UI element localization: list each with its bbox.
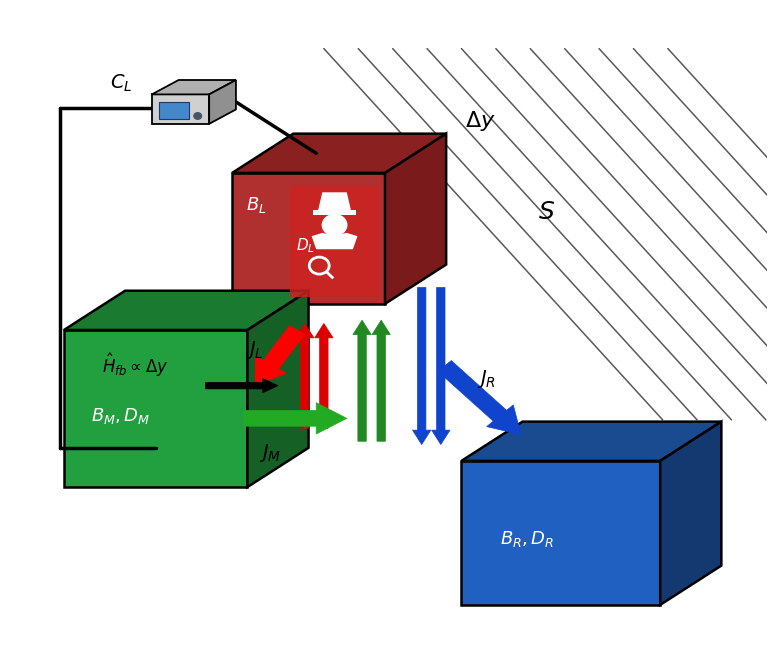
FancyArrow shape: [413, 288, 431, 445]
Polygon shape: [152, 80, 236, 94]
Text: $D_L$: $D_L$: [296, 236, 316, 255]
Text: $B_R, D_R$: $B_R, D_R$: [500, 529, 554, 549]
Polygon shape: [660, 422, 721, 605]
FancyArrow shape: [243, 403, 346, 434]
FancyArrow shape: [255, 326, 305, 385]
Polygon shape: [64, 291, 309, 330]
FancyArrow shape: [353, 320, 371, 442]
Polygon shape: [318, 192, 351, 212]
Polygon shape: [152, 94, 209, 124]
Text: $S$: $S$: [538, 201, 555, 224]
Polygon shape: [209, 80, 236, 124]
Polygon shape: [232, 134, 446, 173]
Text: $J_R$: $J_R$: [477, 368, 496, 389]
Polygon shape: [313, 210, 356, 214]
Text: $B_L$: $B_L$: [246, 195, 266, 214]
Text: $J_M$: $J_M$: [259, 442, 281, 463]
FancyArrow shape: [438, 360, 521, 435]
Polygon shape: [290, 186, 379, 297]
Text: $\Delta y$: $\Delta y$: [465, 109, 496, 133]
Text: $J_L$: $J_L$: [246, 339, 263, 361]
Polygon shape: [461, 422, 721, 461]
Polygon shape: [159, 102, 189, 119]
Polygon shape: [232, 173, 385, 304]
FancyArrow shape: [296, 323, 314, 428]
Text: $\hat{H}_{fb} \propto \Delta y$: $\hat{H}_{fb} \propto \Delta y$: [102, 351, 169, 379]
Polygon shape: [312, 233, 357, 249]
Polygon shape: [385, 134, 446, 304]
Polygon shape: [461, 461, 660, 605]
Text: $C_L$: $C_L$: [110, 73, 132, 94]
Circle shape: [194, 113, 202, 119]
FancyArrow shape: [315, 323, 333, 428]
Polygon shape: [64, 330, 247, 487]
Text: $B_M, D_M$: $B_M, D_M$: [91, 406, 150, 426]
FancyArrow shape: [372, 320, 390, 442]
FancyArrow shape: [432, 288, 450, 445]
FancyArrow shape: [206, 378, 278, 393]
Circle shape: [323, 214, 346, 236]
Polygon shape: [247, 291, 309, 487]
